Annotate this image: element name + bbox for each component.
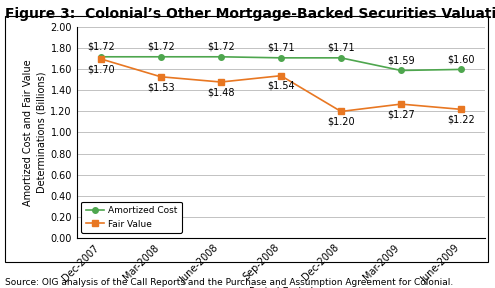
Fair Value (458, 108, 464, 111)
Text: $1.70: $1.70 (87, 64, 114, 74)
Text: $1.71: $1.71 (327, 43, 355, 53)
Amortized Cost (98, 55, 104, 58)
Amortized Cost (278, 56, 284, 60)
Text: $1.20: $1.20 (327, 117, 355, 127)
Text: $1.72: $1.72 (147, 41, 175, 52)
Fair Value (218, 80, 224, 84)
Text: $1.22: $1.22 (447, 115, 475, 125)
Y-axis label: Amortized Cost and Fair Value
Determinations (Billions): Amortized Cost and Fair Value Determinat… (23, 59, 46, 206)
Amortized Cost (398, 69, 404, 72)
Text: $1.59: $1.59 (387, 55, 415, 65)
Text: $1.72: $1.72 (87, 41, 115, 52)
Text: $1.54: $1.54 (267, 81, 295, 91)
Fair Value (338, 110, 344, 113)
Text: $1.60: $1.60 (447, 54, 475, 64)
X-axis label: Period Ended: Period Ended (249, 287, 313, 288)
Text: $1.27: $1.27 (387, 109, 415, 119)
Fair Value (158, 75, 164, 79)
Amortized Cost (458, 68, 464, 71)
Amortized Cost (218, 55, 224, 58)
Fair Value (98, 57, 104, 61)
Text: Figure 3:  Colonial’s Other Mortgage-Backed Securities Valuations: Figure 3: Colonial’s Other Mortgage-Back… (5, 7, 495, 21)
Text: Source: OIG analysis of the Call Reports and the Purchase and Assumption Agreeme: Source: OIG analysis of the Call Reports… (5, 278, 453, 287)
Text: $1.72: $1.72 (207, 41, 235, 52)
Legend: Amortized Cost, Fair Value: Amortized Cost, Fair Value (81, 202, 182, 233)
Text: $1.71: $1.71 (267, 43, 295, 53)
Fair Value (278, 74, 284, 77)
Amortized Cost (338, 56, 344, 60)
Amortized Cost (158, 55, 164, 58)
Line: Fair Value: Fair Value (98, 56, 464, 114)
Fair Value (398, 102, 404, 106)
Text: $1.48: $1.48 (207, 87, 235, 97)
Line: Amortized Cost: Amortized Cost (98, 54, 464, 73)
Text: $1.53: $1.53 (147, 82, 175, 92)
